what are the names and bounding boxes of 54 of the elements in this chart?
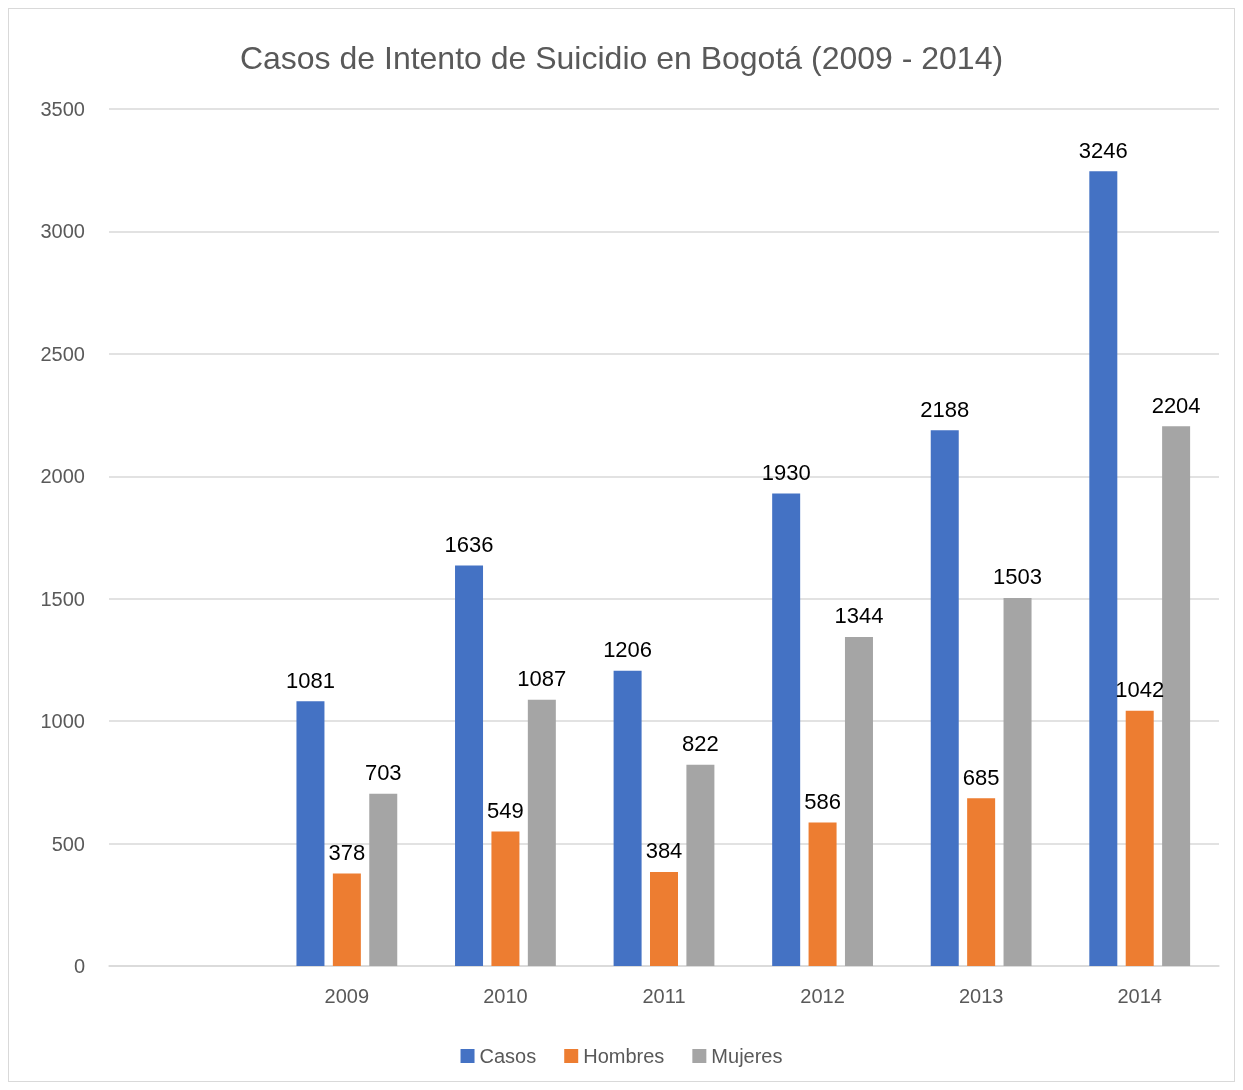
data-label: 1636 [444,531,494,557]
y-tick-label: 2000 [40,465,85,488]
bar [369,793,398,966]
y-tick-label: 1500 [40,587,85,610]
chart-title: Casos de Intento de Suicidio en Bogotá (2009 - 2014) [239,40,1004,76]
data-label: 1930 [761,459,811,485]
x-tick-label: 2009 [324,985,370,1007]
bar [772,493,801,966]
bar [613,670,642,966]
bar [650,871,678,966]
bar [332,873,361,966]
y-tick-label: 3500 [40,98,85,120]
legend-label: Mujeres [711,1045,783,1067]
y-tick-label: 500 [51,832,85,855]
bar [1162,426,1191,966]
y-tick-label: 1000 [40,710,85,733]
bar [1089,171,1118,966]
data-label: 1081 [285,667,335,693]
bar [491,831,520,966]
x-tick-label: 2013 [958,985,1004,1007]
data-label: 586 [804,789,841,815]
data-label: 1503 [993,564,1043,590]
data-label: 378 [328,839,366,865]
x-tick-label: 2010 [483,985,528,1007]
legend-label: Hombres [583,1045,665,1067]
data-label: 703 [364,760,402,786]
bar [967,798,996,966]
data-label: 1344 [834,603,884,629]
data-label: 549 [487,798,524,824]
y-tick-label: 3000 [40,220,85,243]
bar [686,764,715,966]
data-label: 384 [645,838,683,864]
data-label: 2204 [1151,392,1201,418]
bar [1003,597,1032,966]
x-tick-label: 2011 [642,985,686,1007]
data-label: 685 [962,764,1000,790]
bar [296,701,325,966]
bar [930,430,959,966]
x-tick-label: 2012 [800,985,845,1007]
bar [455,565,484,966]
bar [527,699,556,966]
y-tick-label: 0 [73,955,85,977]
bar [844,636,873,966]
data-label: 1206 [603,637,653,663]
data-label: 1042 [1115,677,1165,703]
legend-label: Casos [479,1045,537,1067]
y-tick-label: 2500 [40,342,85,365]
data-label: 2188 [920,396,970,422]
data-label: 1087 [517,666,567,692]
data-label: 3246 [1078,137,1128,163]
data-label: 822 [682,731,719,757]
bar [1125,710,1154,966]
x-tick-label: 2014 [1117,985,1162,1007]
bar [808,822,837,966]
